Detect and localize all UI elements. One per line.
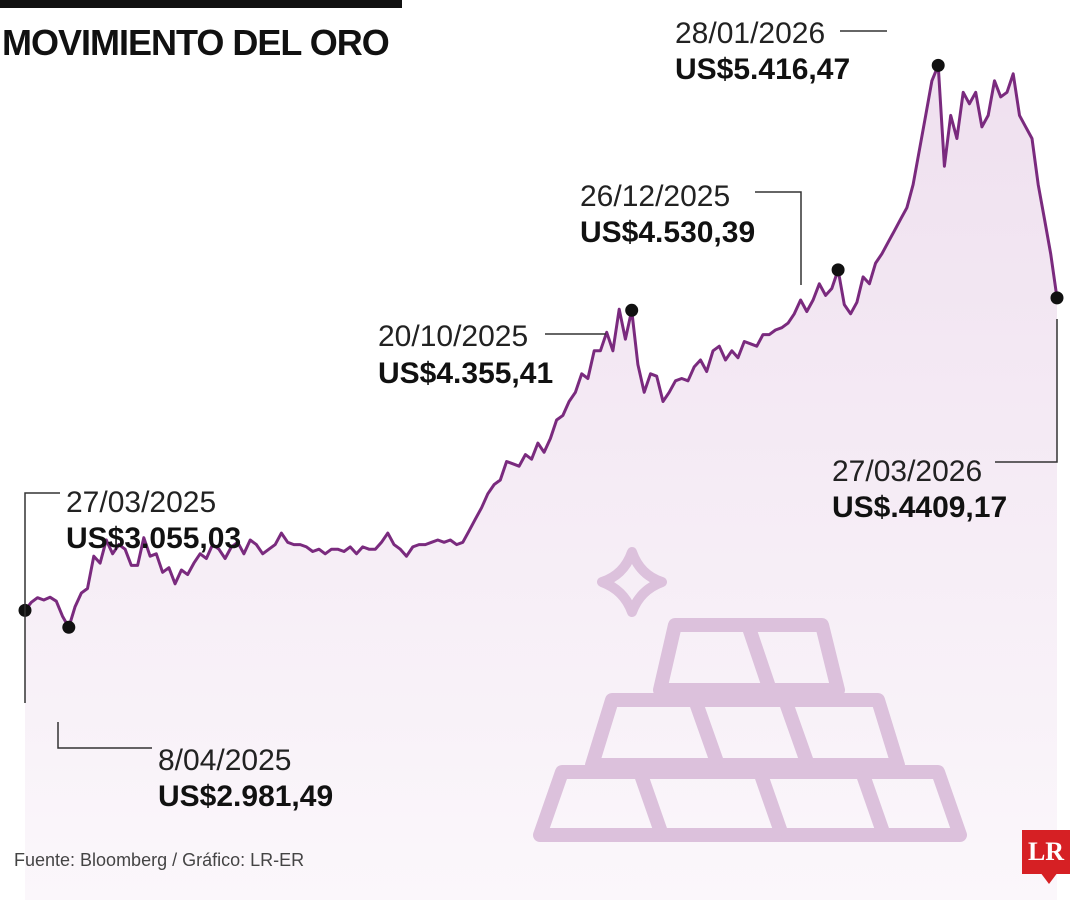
annotation-dot — [62, 620, 76, 634]
annotation-dot — [931, 58, 945, 72]
annotation-leader-line — [755, 191, 802, 285]
lr-logo-tail — [1040, 872, 1058, 884]
annotation-value: US$5.416,47 — [675, 53, 850, 86]
annotation-leader-line — [24, 492, 60, 703]
annotation-date: 28/01/2026 — [675, 17, 825, 50]
price-line — [23, 63, 1059, 629]
annotation-value: US$3.055,03 — [66, 522, 241, 555]
source-note: Fuente: Bloomberg / Gráfico: LR-ER — [14, 850, 305, 870]
top-rule — [0, 0, 402, 8]
lr-logo: LR — [1022, 830, 1070, 874]
annotation-date: 26/12/2025 — [580, 180, 730, 213]
annotation-dot — [1050, 291, 1064, 305]
annotation-date: 27/03/2025 — [66, 486, 216, 519]
annotation-value: US$4.355,41 — [378, 357, 553, 390]
annotation-leader-line — [995, 319, 1058, 463]
annotation-date: 8/04/2025 — [158, 744, 291, 777]
sparkle-icon — [597, 547, 667, 617]
annotation-dot — [831, 263, 845, 277]
annotation-value: US$.4409,17 — [832, 491, 1007, 524]
annotation-date: 20/10/2025 — [378, 320, 528, 353]
annotation-date: 27/03/2026 — [832, 455, 982, 488]
chart-title: MOVIMIENTO DEL ORO — [2, 22, 390, 63]
annotation-value: US$4.530,39 — [580, 216, 755, 249]
annotation-value: US$2.981,49 — [158, 780, 333, 813]
annotation-dot — [625, 303, 639, 317]
gold-bars-icon — [533, 618, 967, 842]
annotation-leader-line — [57, 722, 152, 749]
